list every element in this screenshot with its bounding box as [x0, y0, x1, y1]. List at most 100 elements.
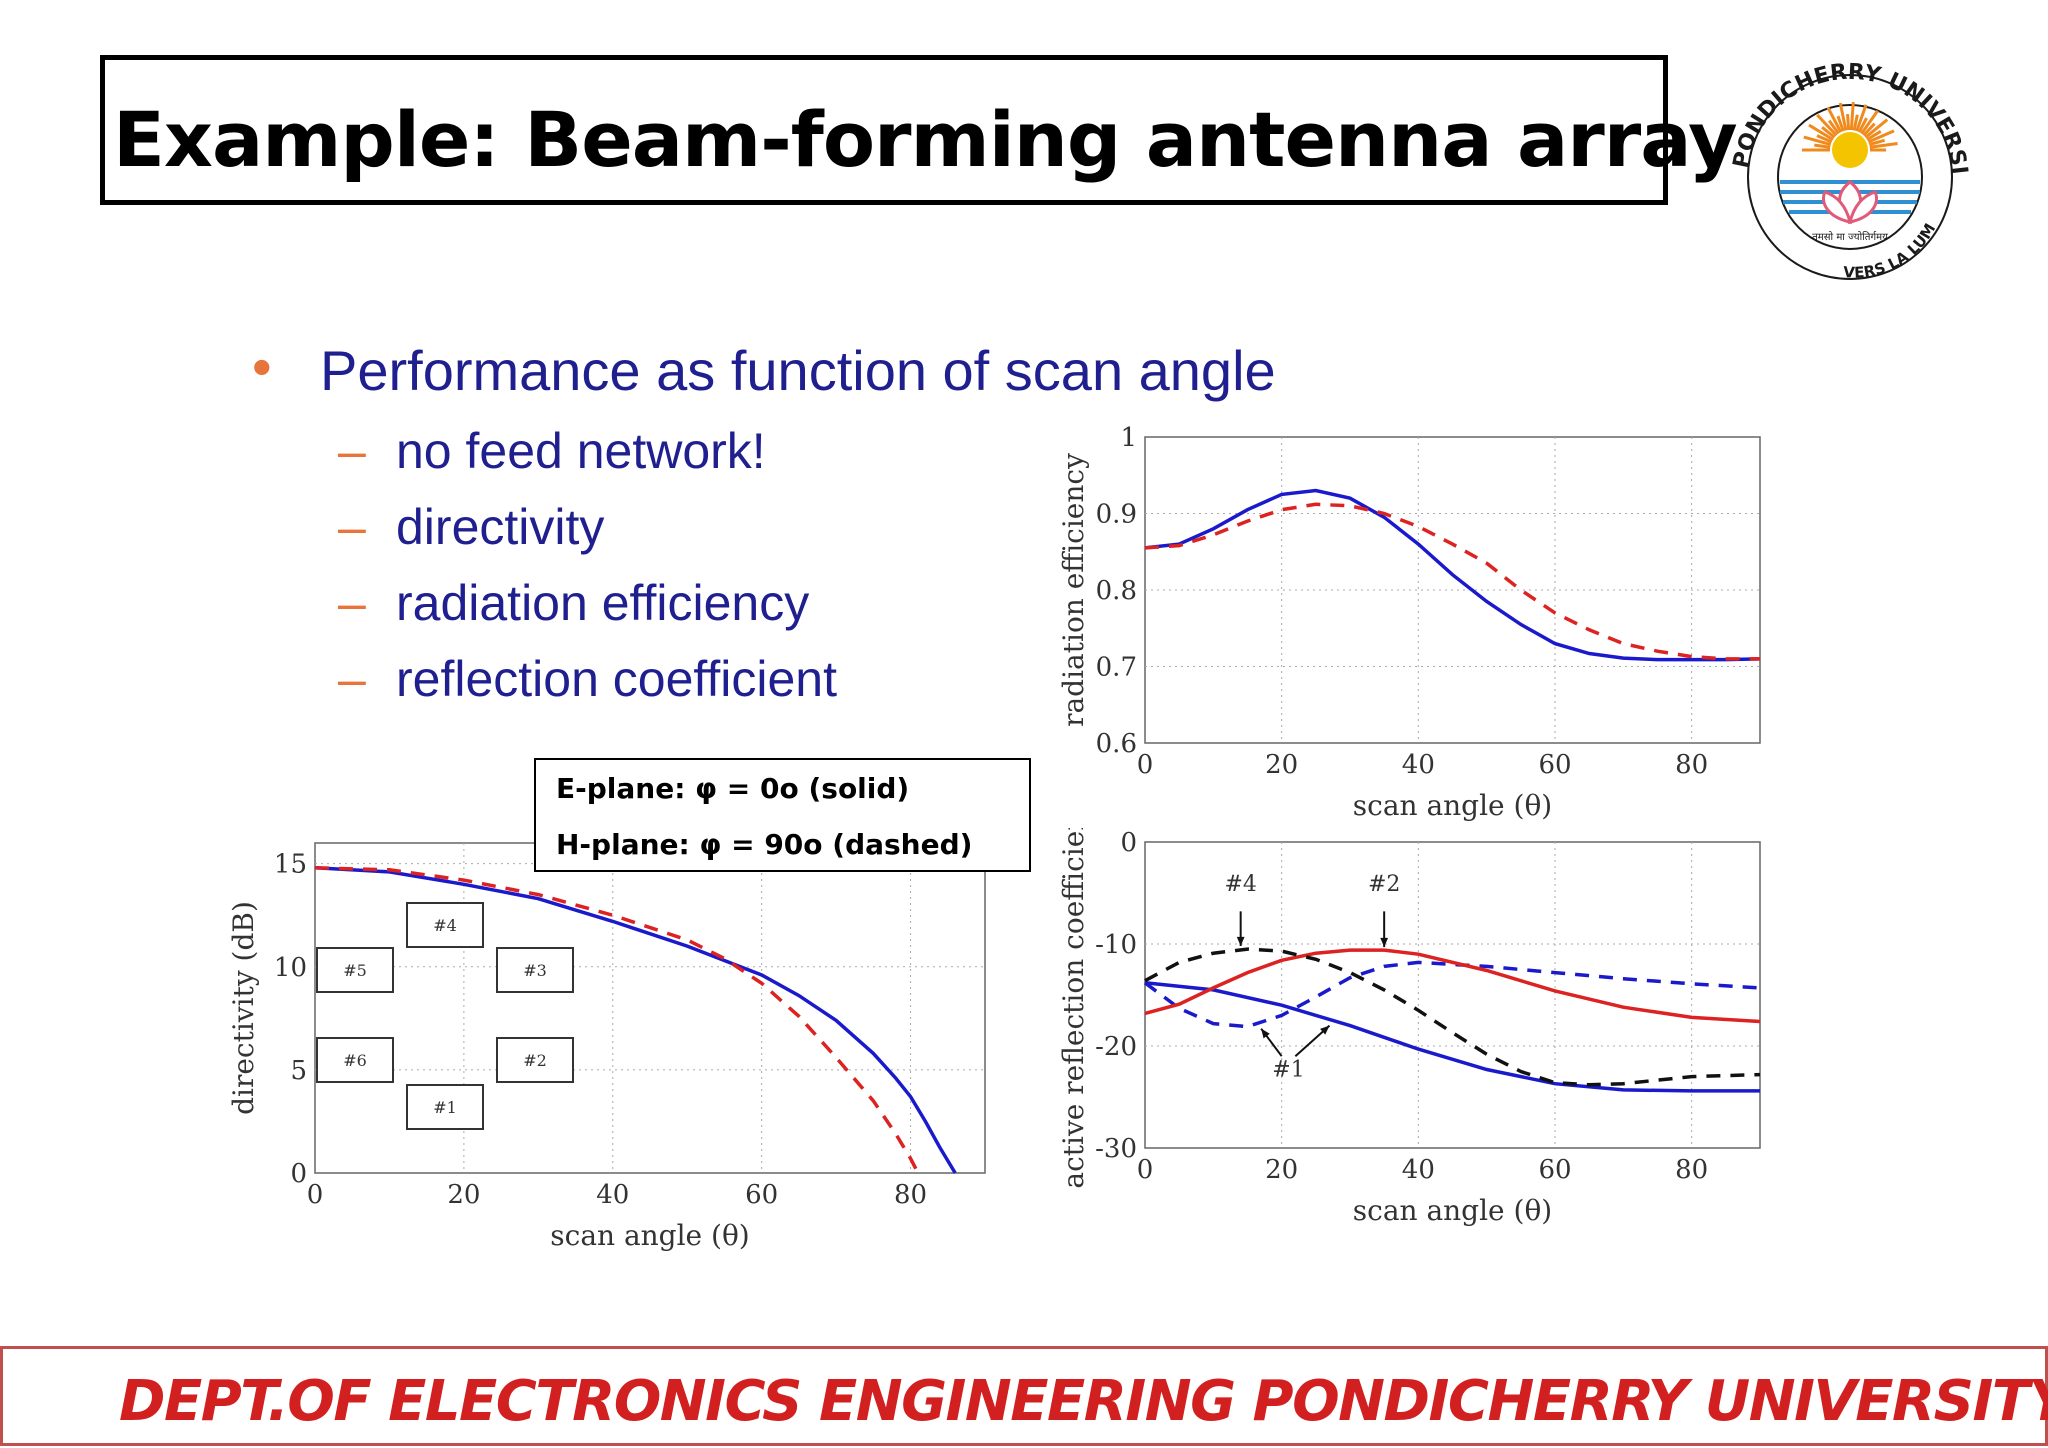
- x-tick-label: 60: [1538, 1155, 1571, 1185]
- y-axis-label: directivity (dB): [227, 901, 260, 1115]
- y-tick-label: -10: [1095, 930, 1137, 960]
- dash-icon: –: [338, 575, 366, 631]
- x-tick-label: 20: [1265, 750, 1298, 780]
- plot-area: [1144, 841, 1761, 1149]
- array-element-label: #1: [433, 1098, 457, 1117]
- x-tick-label: 40: [1402, 750, 1435, 780]
- main-bullet-text: Performance as function of scan angle: [320, 339, 1276, 402]
- y-tick-label: 0: [290, 1159, 307, 1189]
- array-element-label: #5: [343, 961, 367, 980]
- sun-ray: [1852, 114, 1859, 131]
- sub-bullet-text: no feed network!: [396, 423, 766, 479]
- sub-bullet-text: radiation efficiency: [396, 575, 810, 631]
- sun-ray: [1846, 113, 1851, 131]
- sub-bullet-text: directivity: [396, 499, 605, 555]
- y-tick-label: 15: [274, 850, 307, 880]
- y-tick-label: -20: [1095, 1032, 1137, 1062]
- y-axis-label: active reflection coefficient: [1057, 828, 1090, 1189]
- title-box: Example: Beam-forming antenna array: [100, 55, 1738, 205]
- sun-ray: [1855, 104, 1868, 132]
- x-tick-label: 40: [1402, 1155, 1435, 1185]
- arrow-head: [1236, 936, 1245, 947]
- series-line: [314, 866, 957, 1174]
- reflection-coefficient-chart: 0 20 40 60 80 0 -10 -20 -30 scan angle (θ) active …: [1057, 828, 1761, 1227]
- sun-ray: [1862, 122, 1876, 137]
- annotation-label: #1: [1272, 1058, 1304, 1083]
- sun-ray: [1808, 123, 1834, 141]
- bullet-dot-icon: •: [252, 335, 272, 398]
- dash-icon: –: [338, 651, 366, 707]
- sun-ray: [1857, 117, 1868, 133]
- x-axis-label: scan angle (θ): [1353, 1194, 1552, 1227]
- series-line: [1144, 948, 1761, 1024]
- series-line: [1144, 488, 1761, 662]
- y-tick-label: 0: [1120, 828, 1137, 858]
- arrow-head: [1320, 1025, 1330, 1035]
- sun-ray: [1838, 102, 1848, 131]
- sun-ray: [1864, 118, 1889, 139]
- y-axis-label: radiation efficiency: [1057, 453, 1090, 727]
- x-tick-label: 80: [1675, 1155, 1708, 1185]
- legend-e-plane: E-plane: φ = 0o (solid): [556, 772, 910, 805]
- dash-icon: –: [338, 499, 366, 555]
- sun-ray: [1836, 115, 1845, 132]
- series-line: [1143, 960, 1761, 1029]
- series-line: [1144, 981, 1760, 1093]
- x-tick-label: 40: [596, 1180, 629, 1210]
- arrow-head: [1261, 1028, 1270, 1039]
- x-axis-label: scan angle (θ): [550, 1219, 749, 1252]
- x-axis-label: scan angle (θ): [1353, 789, 1552, 822]
- series-line: [1144, 502, 1760, 661]
- footer-text: DEPT.OF ELECTRONICS ENGINEERING PONDICHE…: [119, 1369, 2048, 1434]
- sun-ray: [1869, 141, 1898, 149]
- footer-banner: DEPT.OF ELECTRONICS ENGINEERING PONDICHE…: [0, 1346, 2048, 1446]
- array-element: [496, 947, 574, 993]
- sun-ray: [1860, 109, 1879, 135]
- x-tick-label: 0: [307, 1180, 324, 1210]
- y-tick-label: 1: [1120, 425, 1137, 453]
- array-element: [406, 1084, 484, 1130]
- x-tick-label: 80: [894, 1180, 927, 1210]
- array-element-label: #3: [523, 961, 547, 980]
- radiation-efficiency-chart: 0 20 40 60 80 0.6 0.7 0.8 0.9 1 scan angle (θ) radi…: [1057, 425, 1761, 822]
- sun-ray: [1868, 138, 1886, 147]
- sun-ray: [1816, 134, 1833, 144]
- dash-icon: –: [338, 423, 366, 479]
- sun-ray: [1867, 129, 1895, 144]
- array-element: [316, 947, 394, 993]
- arrow-head: [1380, 937, 1389, 948]
- plane-legend: E-plane: φ = 0o (solid) H-plane: φ = 90o…: [534, 758, 1031, 872]
- x-tick-label: 60: [1538, 750, 1571, 780]
- array-element: [316, 1037, 394, 1083]
- array-element: [496, 1037, 574, 1083]
- array-element-label: #2: [523, 1051, 547, 1070]
- x-tick-label: 80: [1675, 750, 1708, 780]
- slide-title: Example: Beam-forming antenna array: [113, 95, 1738, 184]
- logo-motto: तमसो मा ज्योतिर्गमय: [1812, 231, 1888, 243]
- sun-ray: [1821, 126, 1836, 139]
- y-tick-label: 0.7: [1096, 653, 1137, 683]
- x-tick-label: 0: [1137, 750, 1154, 780]
- x-tick-label: 20: [447, 1180, 480, 1210]
- y-tick-label: 0.9: [1096, 500, 1137, 530]
- array-element-label: #6: [343, 1051, 367, 1070]
- legend-h-plane: H-plane: φ = 90o (dashed): [556, 828, 973, 861]
- sun-icon: [1802, 102, 1898, 168]
- sun-ray: [1826, 106, 1843, 133]
- y-tick-label: 5: [290, 1056, 307, 1086]
- sun-ray: [1803, 135, 1832, 147]
- sun-ray: [1814, 143, 1831, 149]
- x-tick-label: 20: [1265, 1155, 1298, 1185]
- x-tick-label: 0: [1137, 1155, 1154, 1185]
- y-tick-label: -30: [1095, 1134, 1137, 1164]
- array-element-label: #4: [433, 916, 457, 935]
- directivity-chart: 0 20 40 60 80 0 5 10 15 scan angle (θ) directivity…: [227, 842, 986, 1252]
- sun-ray: [1849, 102, 1855, 131]
- annotation-label: #4: [1224, 872, 1256, 897]
- sun-ray: [1866, 130, 1882, 141]
- y-tick-label: 0.6: [1096, 729, 1137, 759]
- y-tick-label: 0.8: [1096, 576, 1137, 606]
- sun-ray: [1828, 119, 1840, 135]
- sub-bullet-text: reflection coefficient: [396, 651, 837, 707]
- sun-ray: [1816, 113, 1838, 137]
